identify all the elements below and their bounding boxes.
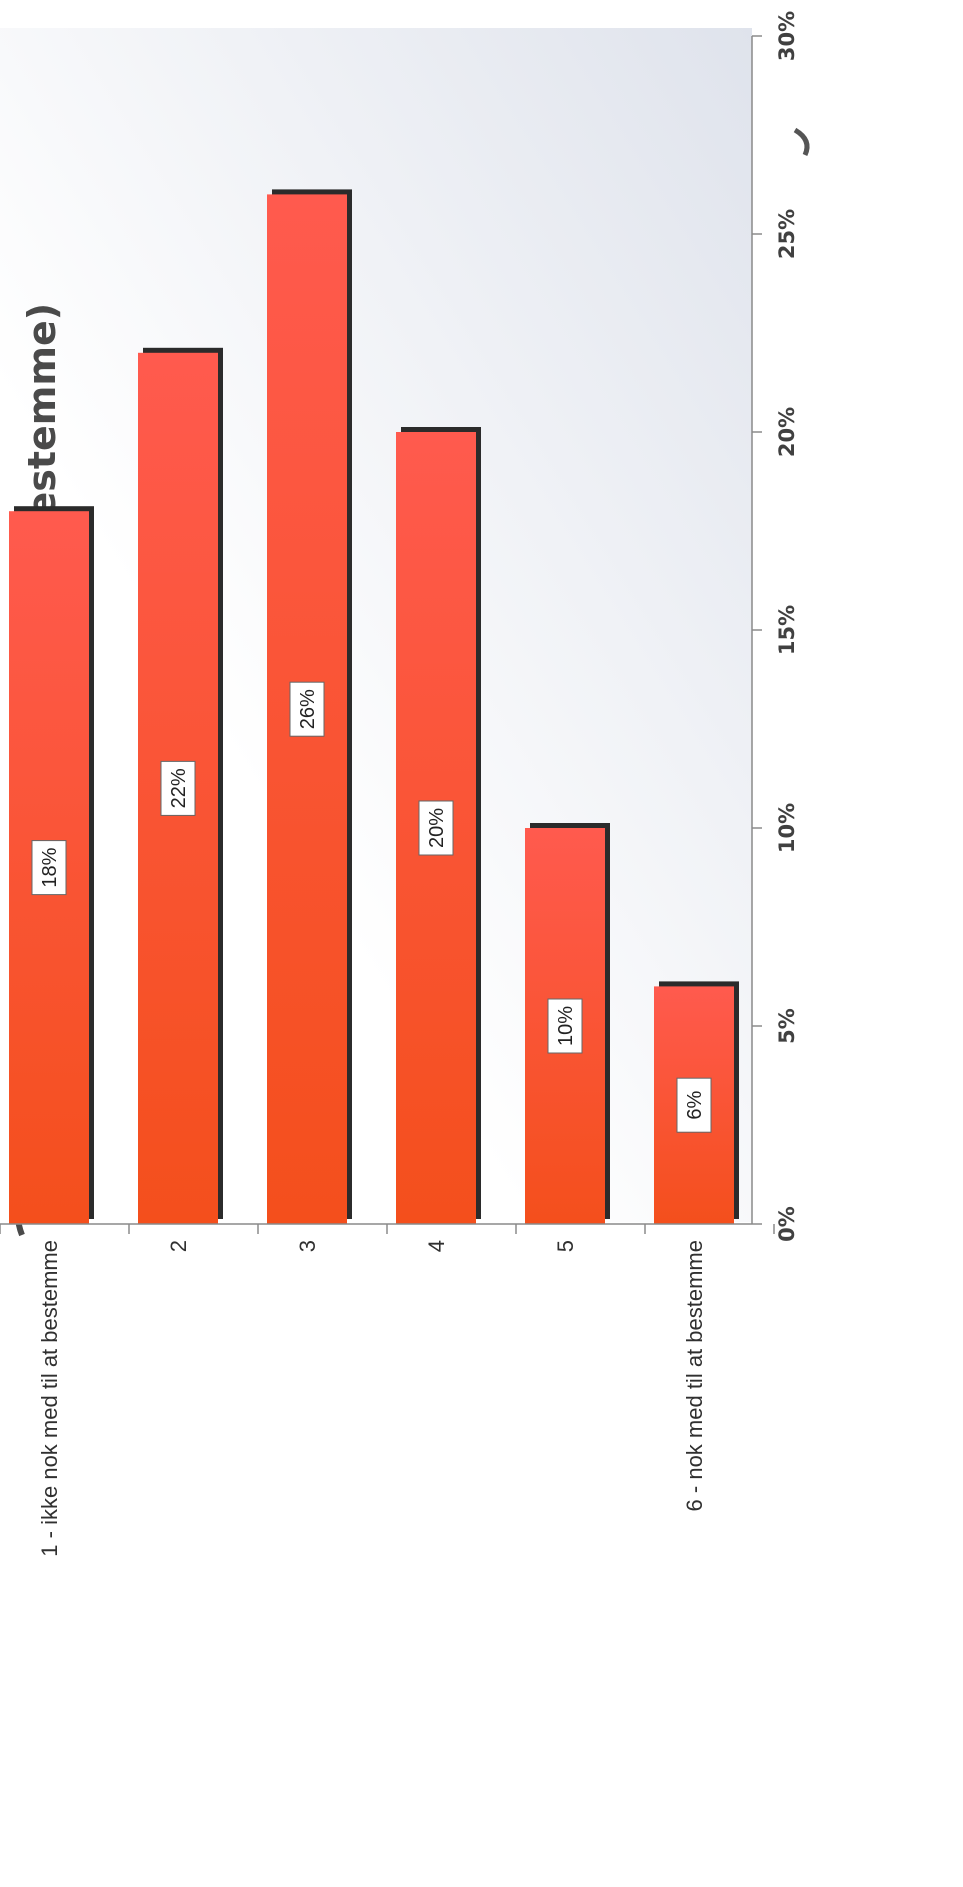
data-label-text: 10% [555,1006,577,1046]
data-label: 18% [31,840,67,896]
data-label-box [418,800,454,856]
data-label-text: 22% [168,768,190,808]
data-label: 20% [418,800,454,856]
data-label-text: 20% [426,808,448,848]
bar-group: 26% 3 [267,189,352,1252]
data-label: 6% [676,1077,712,1133]
data-label-box [676,1077,712,1133]
bar-group: 22% 2 [138,347,223,1252]
category-label: 1 - ikke nok med til at bestemme [37,1240,62,1557]
category-label: 6 - nok med til at bestemme [682,1240,707,1511]
data-label-text: 6% [684,1091,706,1120]
data-label-box [160,760,196,816]
bar-group: 6% 6 - nok med til at bestemme [654,981,739,1511]
value-tick-label: 20% [775,407,799,457]
value-tick-label: 30% [775,11,799,61]
bar-group: 18% 1 - ikke nok med til at bestemme [9,506,94,1557]
title-fragment-glyph [793,127,810,157]
value-tick-label: 25% [775,209,799,259]
category-label: 4 [424,1240,449,1252]
data-label-text: 26% [297,689,319,729]
data-label-box [31,840,67,896]
data-label: 26% [289,681,325,737]
data-label-box [289,681,325,737]
bar-group: 20% 4 [396,427,481,1252]
value-tick-label: 5% [775,1008,799,1044]
data-label: 10% [547,998,583,1054]
value-tick-label: 10% [775,803,799,853]
data-label: 22% [160,760,196,816]
plot-area [0,28,752,1222]
category-label: 3 [295,1240,320,1252]
value-tick-label: 15% [775,605,799,655]
value-tick-label: 0% [775,1206,799,1242]
category-label: 5 [553,1240,578,1252]
data-label-text: 18% [39,847,61,887]
bar-group: 10% 5 [525,823,610,1252]
category-label: 2 [166,1240,191,1252]
data-label-box [547,998,583,1054]
